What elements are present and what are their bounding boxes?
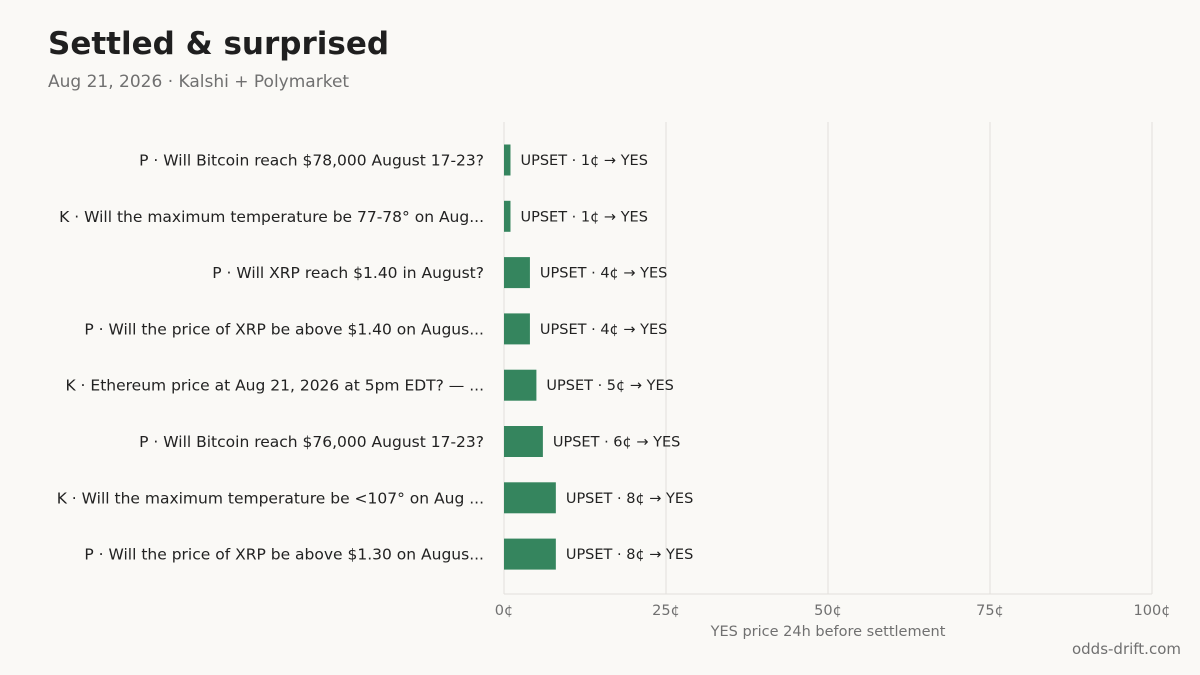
bar-value-label: UPSET · 1¢ → YES xyxy=(520,209,647,225)
bar-value-label: UPSET · 8¢ → YES xyxy=(566,547,693,563)
bar xyxy=(504,482,556,514)
bar-value-label: UPSET · 8¢ → YES xyxy=(566,491,693,507)
row-label: P · Will the price of XRP be above $1.40… xyxy=(84,320,484,338)
x-tick-label: 0¢ xyxy=(495,603,513,619)
chart-subtitle: Aug 21, 2026 · Kalshi + Polymarket xyxy=(48,72,350,92)
x-tick-label: 100¢ xyxy=(1134,603,1171,619)
chart-title: Settled & surprised xyxy=(48,26,390,62)
row-label: K · Ethereum price at Aug 21, 2026 at 5p… xyxy=(65,377,484,395)
row-label: P · Will the price of XRP be above $1.30… xyxy=(84,546,484,564)
bar-value-label: UPSET · 5¢ → YES xyxy=(546,378,673,394)
bar-value-label: UPSET · 6¢ → YES xyxy=(553,435,680,451)
bar xyxy=(504,426,543,457)
bar-value-label: UPSET · 4¢ → YES xyxy=(540,322,667,338)
bar xyxy=(504,313,530,345)
x-tick-label: 50¢ xyxy=(814,603,842,619)
bar xyxy=(504,144,511,176)
x-tick-label: 75¢ xyxy=(976,603,1004,619)
row-label: K · Will the maximum temperature be <107… xyxy=(57,489,484,507)
bar xyxy=(504,538,556,570)
bar-value-label: UPSET · 1¢ → YES xyxy=(520,153,647,169)
x-axis-title: YES price 24h before settlement xyxy=(710,624,946,640)
bar xyxy=(504,257,530,289)
row-label: P · Will XRP reach $1.40 in August? xyxy=(212,264,484,282)
row-label: P · Will Bitcoin reach $76,000 August 17… xyxy=(139,433,484,451)
row-label: P · Will Bitcoin reach $78,000 August 17… xyxy=(139,152,484,170)
x-tick-label: 25¢ xyxy=(652,603,680,619)
bar xyxy=(504,200,511,232)
source-credit: odds-drift.com xyxy=(1071,640,1181,658)
bar-value-label: UPSET · 4¢ → YES xyxy=(540,266,667,282)
row-label: K · Will the maximum temperature be 77-7… xyxy=(59,208,484,226)
bar xyxy=(504,369,537,401)
